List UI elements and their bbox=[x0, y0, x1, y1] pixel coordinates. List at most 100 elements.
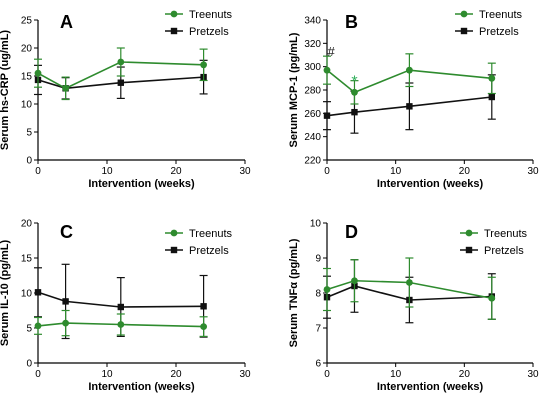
y-axis-label: Serum MCP-1 (pg/mL) bbox=[288, 32, 300, 147]
data-point-circle bbox=[323, 286, 331, 293]
series-treenuts bbox=[323, 257, 496, 320]
data-point-square bbox=[117, 79, 124, 86]
panel-letter: B bbox=[345, 12, 358, 32]
data-point-circle bbox=[62, 319, 69, 327]
legend-label: Treenuts bbox=[484, 228, 528, 240]
data-point-square bbox=[117, 303, 124, 311]
data-point-circle bbox=[323, 66, 331, 74]
data-point-circle bbox=[34, 69, 42, 77]
data-point-square bbox=[62, 298, 69, 305]
x-tick-label: 10 bbox=[101, 166, 113, 177]
x-tick-label: 10 bbox=[390, 369, 402, 380]
legend-label: Pretzels bbox=[479, 26, 519, 38]
legend-marker-circle bbox=[465, 229, 473, 237]
legend-marker-circle bbox=[170, 10, 178, 18]
y-tick-label: 5 bbox=[26, 324, 32, 335]
legend-label: Treenuts bbox=[189, 228, 233, 240]
legend-marker-square bbox=[170, 246, 178, 254]
data-point-square bbox=[351, 108, 358, 116]
y-tick-label: 6 bbox=[315, 359, 321, 370]
legend-label: Pretzels bbox=[189, 245, 229, 257]
panel-letter: A bbox=[60, 12, 73, 32]
x-tick-label: 20 bbox=[459, 166, 471, 177]
y-tick-label: 15 bbox=[21, 72, 33, 83]
legend-label: Pretzels bbox=[484, 245, 524, 257]
significance-annotation: # bbox=[328, 44, 336, 59]
y-tick-label: 5 bbox=[26, 128, 32, 139]
data-point-circle bbox=[406, 279, 413, 286]
x-tick-label: 0 bbox=[35, 369, 41, 380]
y-tick-label: 10 bbox=[310, 219, 322, 230]
data-point-circle bbox=[117, 58, 125, 66]
legend-marker-square bbox=[465, 246, 473, 254]
data-point-square bbox=[406, 103, 413, 110]
legend: Treenuts Pretzels bbox=[455, 9, 523, 38]
y-tick-label: 240 bbox=[304, 132, 321, 143]
chart-panel-c: 0 5 10 15 20 0 10 20 30 Intervention (weeks) Serum… bbox=[0, 219, 251, 394]
y-tick-label: 15 bbox=[21, 254, 33, 265]
legend-label: Treenuts bbox=[479, 9, 523, 21]
chart-panel-a: 0 5 10 15 20 25 0 10 20 30 Intervention (weeks) Ser… bbox=[0, 9, 251, 190]
x-tick-label: 20 bbox=[170, 166, 182, 177]
y-axis-label: Serum IL-10 (pg/mL) bbox=[0, 239, 11, 346]
x-tick-label: 0 bbox=[324, 166, 330, 177]
data-point-circle bbox=[488, 74, 496, 82]
legend: Treenuts Pretzels bbox=[165, 9, 233, 38]
y-tick-label: 320 bbox=[304, 39, 321, 50]
x-axis-label: Intervention (weeks) bbox=[88, 178, 195, 190]
series-treenuts bbox=[34, 47, 208, 101]
y-tick-label: 8 bbox=[315, 289, 321, 300]
x-tick-label: 30 bbox=[239, 166, 251, 177]
data-point-square bbox=[488, 93, 495, 101]
x-tick-label: 30 bbox=[239, 369, 251, 380]
y-tick-label: 9 bbox=[315, 254, 321, 265]
y-tick-label: 340 bbox=[304, 16, 321, 27]
series-line bbox=[37, 291, 204, 308]
data-point-circle bbox=[351, 88, 358, 96]
series-line bbox=[326, 69, 492, 94]
data-point-square bbox=[200, 303, 207, 310]
y-tick-label: 10 bbox=[21, 100, 33, 111]
y-tick-label: 300 bbox=[304, 62, 321, 73]
x-axis-label: Intervention (weeks) bbox=[377, 178, 484, 190]
series-line bbox=[37, 61, 204, 90]
y-tick-label: 25 bbox=[21, 16, 33, 27]
series-treenuts bbox=[323, 53, 496, 105]
data-point-square bbox=[34, 289, 42, 296]
x-tick-label: 0 bbox=[324, 369, 330, 380]
series-line bbox=[37, 76, 204, 90]
significance-annotation: * bbox=[351, 74, 357, 91]
x-tick-label: 10 bbox=[101, 369, 113, 380]
series-line bbox=[326, 279, 492, 300]
series-pretzels bbox=[34, 263, 208, 340]
y-tick-label: 10 bbox=[21, 289, 33, 300]
legend-marker-square bbox=[460, 27, 468, 35]
x-tick-label: 30 bbox=[527, 166, 539, 177]
y-axis-label: Serum TNFα (pg/mL) bbox=[288, 238, 300, 347]
x-tick-label: 10 bbox=[390, 166, 402, 177]
x-tick-label: 20 bbox=[170, 369, 182, 380]
y-tick-label: 7 bbox=[315, 324, 321, 335]
y-axis-label: Serum hs-CRP (ug/mL) bbox=[0, 30, 11, 151]
x-tick-label: 20 bbox=[459, 369, 471, 380]
x-tick-label: 30 bbox=[527, 369, 539, 380]
x-axis-label: Intervention (weeks) bbox=[88, 381, 195, 393]
y-tick-label: 20 bbox=[21, 219, 33, 230]
series-line bbox=[326, 96, 492, 117]
y-tick-label: 260 bbox=[304, 109, 321, 120]
y-tick-label: 280 bbox=[304, 86, 321, 97]
y-tick-label: 0 bbox=[26, 156, 32, 167]
series-treenuts bbox=[34, 309, 208, 337]
legend: Treenuts Pretzels bbox=[460, 228, 528, 257]
legend-label: Pretzels bbox=[189, 26, 229, 38]
legend-marker-square bbox=[170, 27, 178, 35]
panel-letter: C bbox=[60, 222, 73, 242]
legend-label: Treenuts bbox=[189, 9, 233, 21]
y-tick-label: 220 bbox=[304, 156, 321, 167]
series-line bbox=[37, 322, 204, 328]
panel-letter: D bbox=[345, 222, 358, 242]
chart-panel-d: 6 7 8 9 10 0 10 20 30 Intervention (weeks) Serum T… bbox=[288, 219, 539, 394]
legend-marker-circle bbox=[170, 229, 178, 237]
data-point-circle bbox=[34, 322, 42, 330]
data-point-circle bbox=[62, 84, 69, 92]
